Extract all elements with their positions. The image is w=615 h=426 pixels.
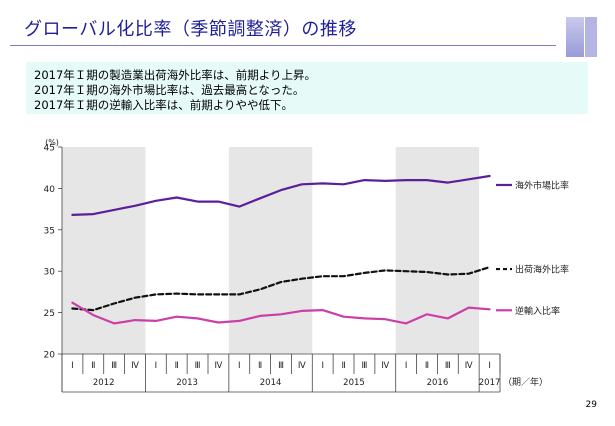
year-band-2014: [228, 147, 313, 354]
x-quarter-label-3: Ⅲ: [111, 361, 117, 371]
x-year-label-2016: 2016: [427, 378, 449, 388]
y-tick-label-40: 40: [44, 185, 56, 195]
summary-box: 2017年Ｉ期の製造業出荷海外比率は、前期より上昇。 2017年Ｉ期の海外市場比…: [26, 62, 588, 114]
x-quarter-label-7: Ⅲ: [195, 361, 201, 371]
title-underline: [10, 45, 556, 46]
x-quarter-label-11: Ⅲ: [278, 361, 284, 371]
x-quarter-label-15: Ⅲ: [361, 361, 367, 371]
x-quarter-label-9: Ⅰ: [238, 361, 241, 371]
page-title: グローバル化比率（季節調整済）の推移: [24, 19, 357, 40]
summary-line-1: 2017年Ｉ期の製造業出荷海外比率は、前期より上昇。: [34, 68, 317, 82]
corner-decoration-secondary: [585, 17, 597, 57]
x-year-label-2012: 2012: [93, 378, 115, 388]
legend-label-1: 海外市場比率: [515, 179, 569, 191]
legend-label-3: 逆輸入比率: [515, 305, 560, 317]
page-number: 29: [585, 400, 597, 410]
x-quarter-label-17: Ⅰ: [405, 361, 408, 371]
x-quarter-label-21: Ⅰ: [488, 361, 491, 371]
x-year-label-2015: 2015: [343, 378, 365, 388]
summary-line-2: 2017年Ｉ期の海外市場比率は、過去最高となった。: [34, 83, 305, 97]
series-line-2: [71, 266, 491, 312]
series-line-3: [71, 301, 491, 325]
y-tick-label-45: 45: [44, 144, 55, 154]
x-year-label-2013: 2013: [176, 378, 198, 388]
y-tick-label-35: 35: [44, 226, 55, 236]
y-unit-label: (%): [45, 138, 59, 147]
x-year-label-2014: 2014: [260, 378, 282, 388]
x-quarter-label-12: Ⅳ: [298, 361, 306, 371]
x-quarter-label-8: Ⅳ: [214, 361, 222, 371]
x-quarter-label-1: Ⅰ: [71, 361, 74, 371]
y-tick-label-25: 25: [44, 309, 55, 319]
y-tick-label-30: 30: [44, 268, 56, 278]
y-tick-label-20: 20: [44, 351, 56, 361]
x-quarter-label-4: Ⅳ: [131, 361, 139, 371]
x-year-label-2017: 2017: [479, 378, 501, 388]
legend-label-2: 出荷海外比率: [515, 264, 569, 276]
x-quarter-label-5: Ⅰ: [155, 361, 158, 371]
x-axis-unit-label: （期／年）: [503, 376, 548, 388]
corner-decoration: [566, 17, 584, 57]
series-line-1: [71, 174, 491, 216]
x-quarter-label-16: Ⅳ: [381, 361, 389, 371]
x-quarter-label-13: Ⅰ: [321, 361, 324, 371]
summary-line-3: 2017年Ｉ期の逆輸入比率は、前期よりやや低下。: [34, 98, 294, 112]
x-quarter-label-2: Ⅱ: [91, 361, 95, 371]
x-quarter-label-14: Ⅱ: [341, 361, 345, 371]
x-quarter-label-18: Ⅱ: [425, 361, 429, 371]
x-quarter-label-10: Ⅱ: [258, 361, 262, 371]
x-quarter-label-20: Ⅳ: [465, 361, 473, 371]
year-band-2012: [62, 147, 146, 354]
x-quarter-label-19: Ⅲ: [445, 361, 451, 371]
x-quarter-label-6: Ⅱ: [175, 361, 179, 371]
